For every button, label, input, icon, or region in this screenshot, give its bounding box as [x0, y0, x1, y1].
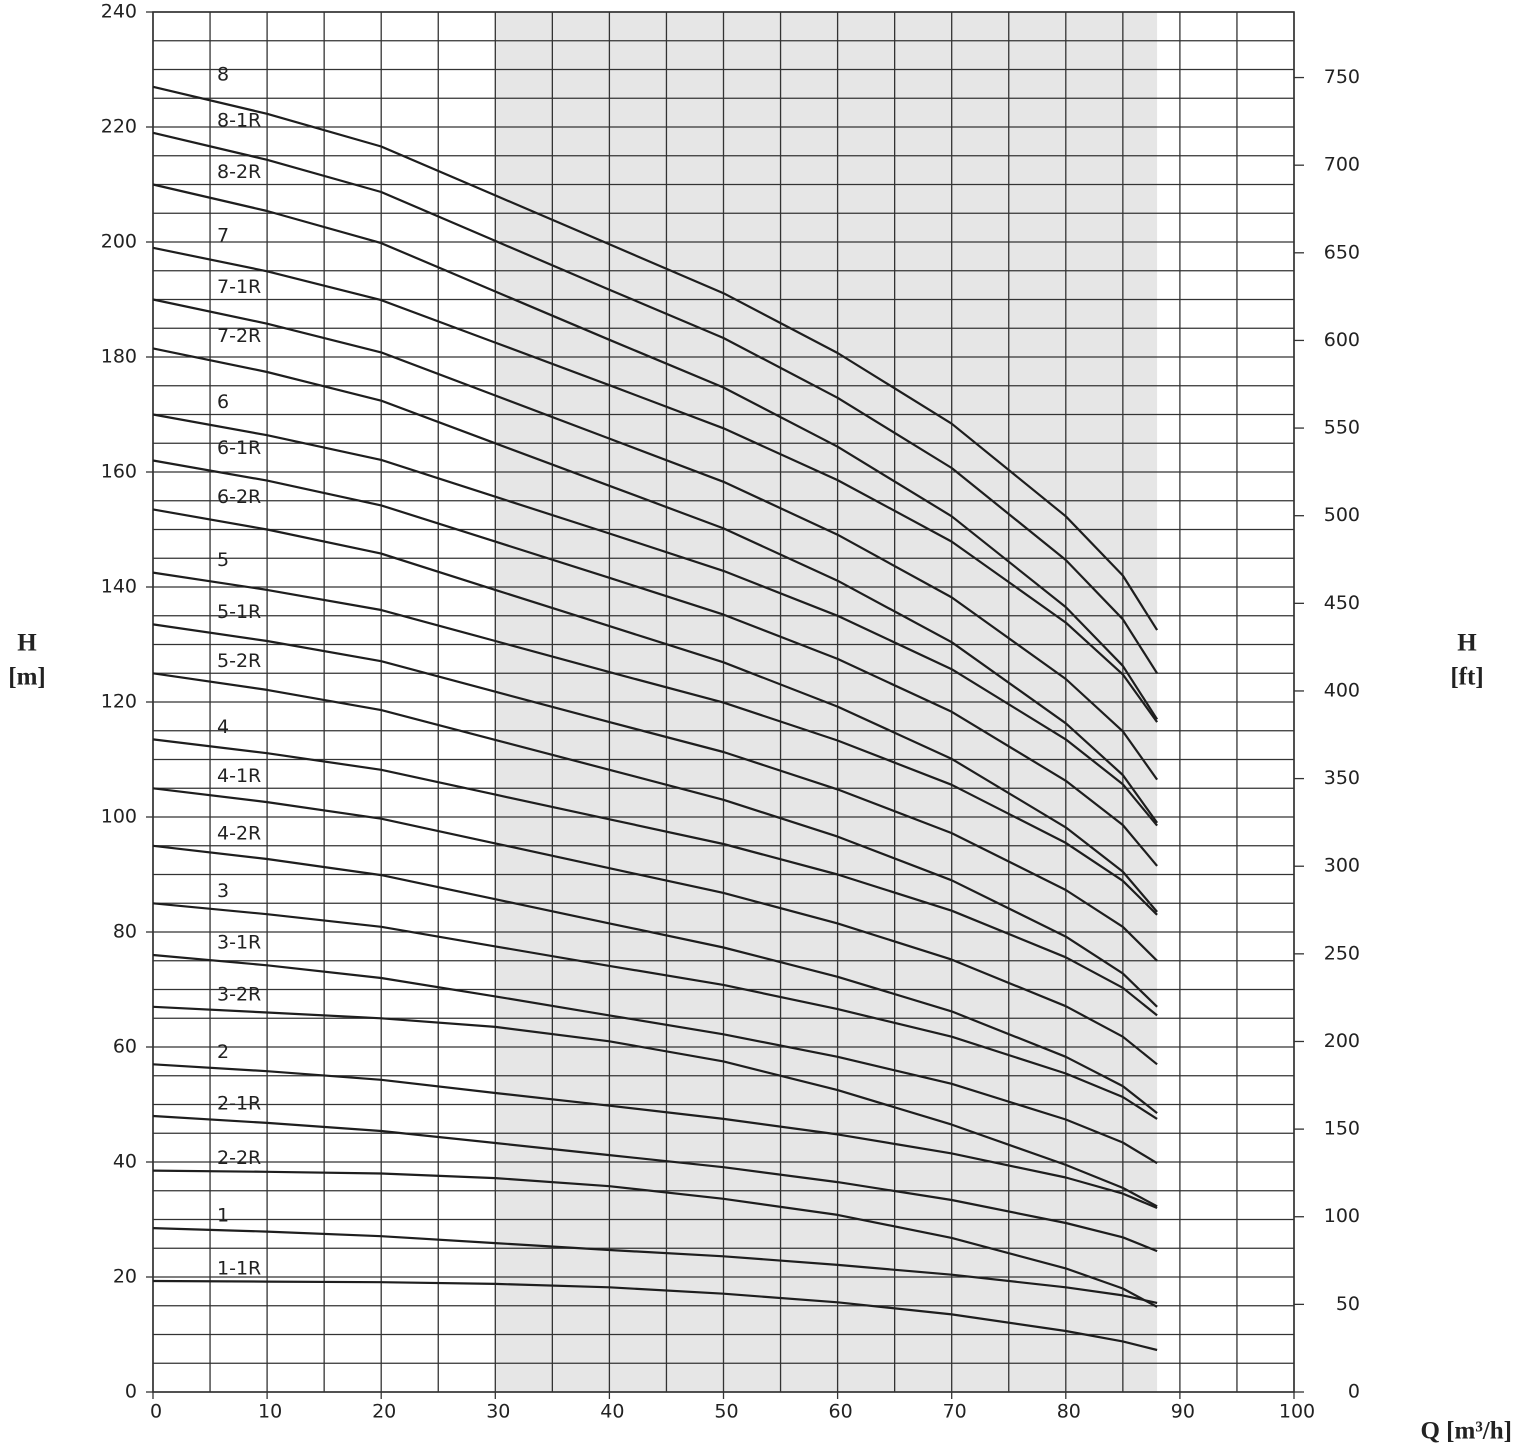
y2-tick-label: 200	[1324, 1030, 1360, 1052]
y-axis-title: H	[17, 630, 37, 657]
pump-curve	[152, 672, 1158, 1008]
y-tick-label: 180	[101, 346, 137, 368]
y2-tick-label: 550	[1324, 417, 1360, 439]
x-axis-title: Q [m³/h]	[1420, 1418, 1512, 1445]
curve-label: 6-1R	[217, 437, 261, 459]
pump-curve	[152, 183, 1159, 720]
x-tick-label: 90	[1171, 1401, 1195, 1423]
pump-curve	[152, 953, 1158, 1165]
pump-curve	[152, 298, 1158, 781]
curve-label: 5-1R	[217, 601, 261, 623]
x-tick-label: 100	[1279, 1401, 1315, 1423]
x-tick-label: 80	[1057, 1401, 1081, 1423]
y2-tick-label: 600	[1324, 329, 1360, 351]
x-tick-label: 70	[943, 1401, 967, 1423]
x-tick-label: 40	[600, 1401, 624, 1423]
y2-axis-title: H	[1457, 630, 1477, 657]
pump-curve	[152, 85, 1159, 631]
pump-curve	[152, 1279, 1158, 1352]
x-tick-label: 20	[372, 1401, 396, 1423]
x-tick-label: 10	[258, 1401, 282, 1423]
y-tick-label: 240	[101, 1, 137, 23]
curve-label: 3-1R	[217, 932, 261, 954]
lines-layer	[152, 85, 1159, 1352]
curve-label: 6	[217, 391, 229, 413]
pump-curve	[152, 1063, 1158, 1210]
curve-label: 3-2R	[217, 983, 261, 1005]
curve-label: 5	[217, 549, 229, 571]
curve-label: 1-1R	[217, 1258, 261, 1280]
y2-tick-label: 500	[1324, 504, 1360, 526]
y2-tick-label: 350	[1324, 767, 1360, 789]
y-tick-label: 220	[101, 116, 137, 138]
y-tick-label: 140	[101, 576, 137, 598]
curve-label: 5-2R	[217, 650, 261, 672]
pump-curve	[152, 571, 1158, 916]
pump-curve	[152, 844, 1158, 1114]
y2-tick-label: 50	[1336, 1293, 1360, 1315]
pump-curve	[152, 131, 1159, 674]
pump-curve	[152, 347, 1158, 824]
y-tick-label: 60	[113, 1036, 137, 1058]
pump-curve	[152, 1005, 1158, 1208]
x-tick-label: 60	[829, 1401, 853, 1423]
curve-label: 7-2R	[217, 325, 261, 347]
y-tick-label: 80	[113, 921, 137, 943]
curve-label: 7-1R	[217, 276, 261, 298]
y2-tick-label: 250	[1324, 942, 1360, 964]
pump-curve	[152, 623, 1158, 962]
y-tick-label: 200	[101, 231, 137, 253]
y2-tick-label: 300	[1324, 855, 1360, 877]
curve-label: 4-1R	[217, 765, 261, 787]
y2-tick-label: 450	[1324, 592, 1360, 614]
y-tick-label: 160	[101, 461, 137, 483]
x-tick-label: 0	[150, 1401, 162, 1423]
pump-curve	[152, 413, 1158, 827]
pump-curve	[152, 508, 1158, 913]
labels-layer: 8 8-1R 8-2R 7 7-1R 7-2R 6 6-1R 6-2R 5 5-1R 5-2R 4 4-1…	[217, 63, 261, 1279]
x-tick-label: 50	[714, 1401, 738, 1423]
y2-tick-label: 400	[1324, 679, 1360, 701]
curve-label: 3	[217, 880, 229, 902]
curve-label: 4	[217, 716, 229, 738]
curve-label: 2	[217, 1041, 229, 1063]
curve-label: 8-1R	[217, 109, 261, 131]
pump-curve	[152, 459, 1158, 867]
pump-curve	[152, 246, 1158, 723]
y2-tick-label: 150	[1324, 1118, 1360, 1140]
curve-label: 4-2R	[217, 822, 261, 844]
curve-label: 2-1R	[217, 1093, 261, 1115]
pump-curve	[152, 1227, 1158, 1304]
plot-frame	[152, 11, 1295, 1393]
pump-curve	[152, 1114, 1158, 1253]
curve-label: 6-2R	[217, 486, 261, 508]
x-tick-label: 30	[486, 1401, 510, 1423]
grid-layer: 0 10 20 30 40 50 60 70 80 90 100020406080100120140…	[101, 1, 1360, 1423]
pump-curve	[152, 738, 1158, 1017]
curve-label: 8-2R	[217, 161, 261, 183]
curve-label: 7	[217, 224, 229, 246]
y-tick-label: 120	[101, 691, 137, 713]
y-tick-label: 100	[101, 806, 137, 828]
pump-curve	[152, 902, 1158, 1120]
y2-axis-title: [ft]	[1450, 664, 1483, 691]
pump-curve	[152, 787, 1158, 1066]
y-axis-title: [m]	[8, 664, 45, 691]
curve-label: 8	[217, 63, 229, 85]
y2-tick-label: 750	[1324, 66, 1360, 88]
y2-tick-label: 100	[1324, 1205, 1360, 1227]
y-tick-label: 40	[113, 1151, 137, 1173]
y2-tick-label: 0	[1348, 1381, 1360, 1403]
curve-label: 1	[217, 1205, 229, 1227]
curve-label: 2-2R	[217, 1147, 261, 1169]
y-tick-label: 20	[113, 1266, 137, 1288]
pump-curve	[152, 1169, 1158, 1308]
y2-tick-label: 650	[1324, 241, 1360, 263]
y2-tick-label: 700	[1324, 154, 1360, 176]
y-tick-label: 0	[125, 1381, 137, 1403]
